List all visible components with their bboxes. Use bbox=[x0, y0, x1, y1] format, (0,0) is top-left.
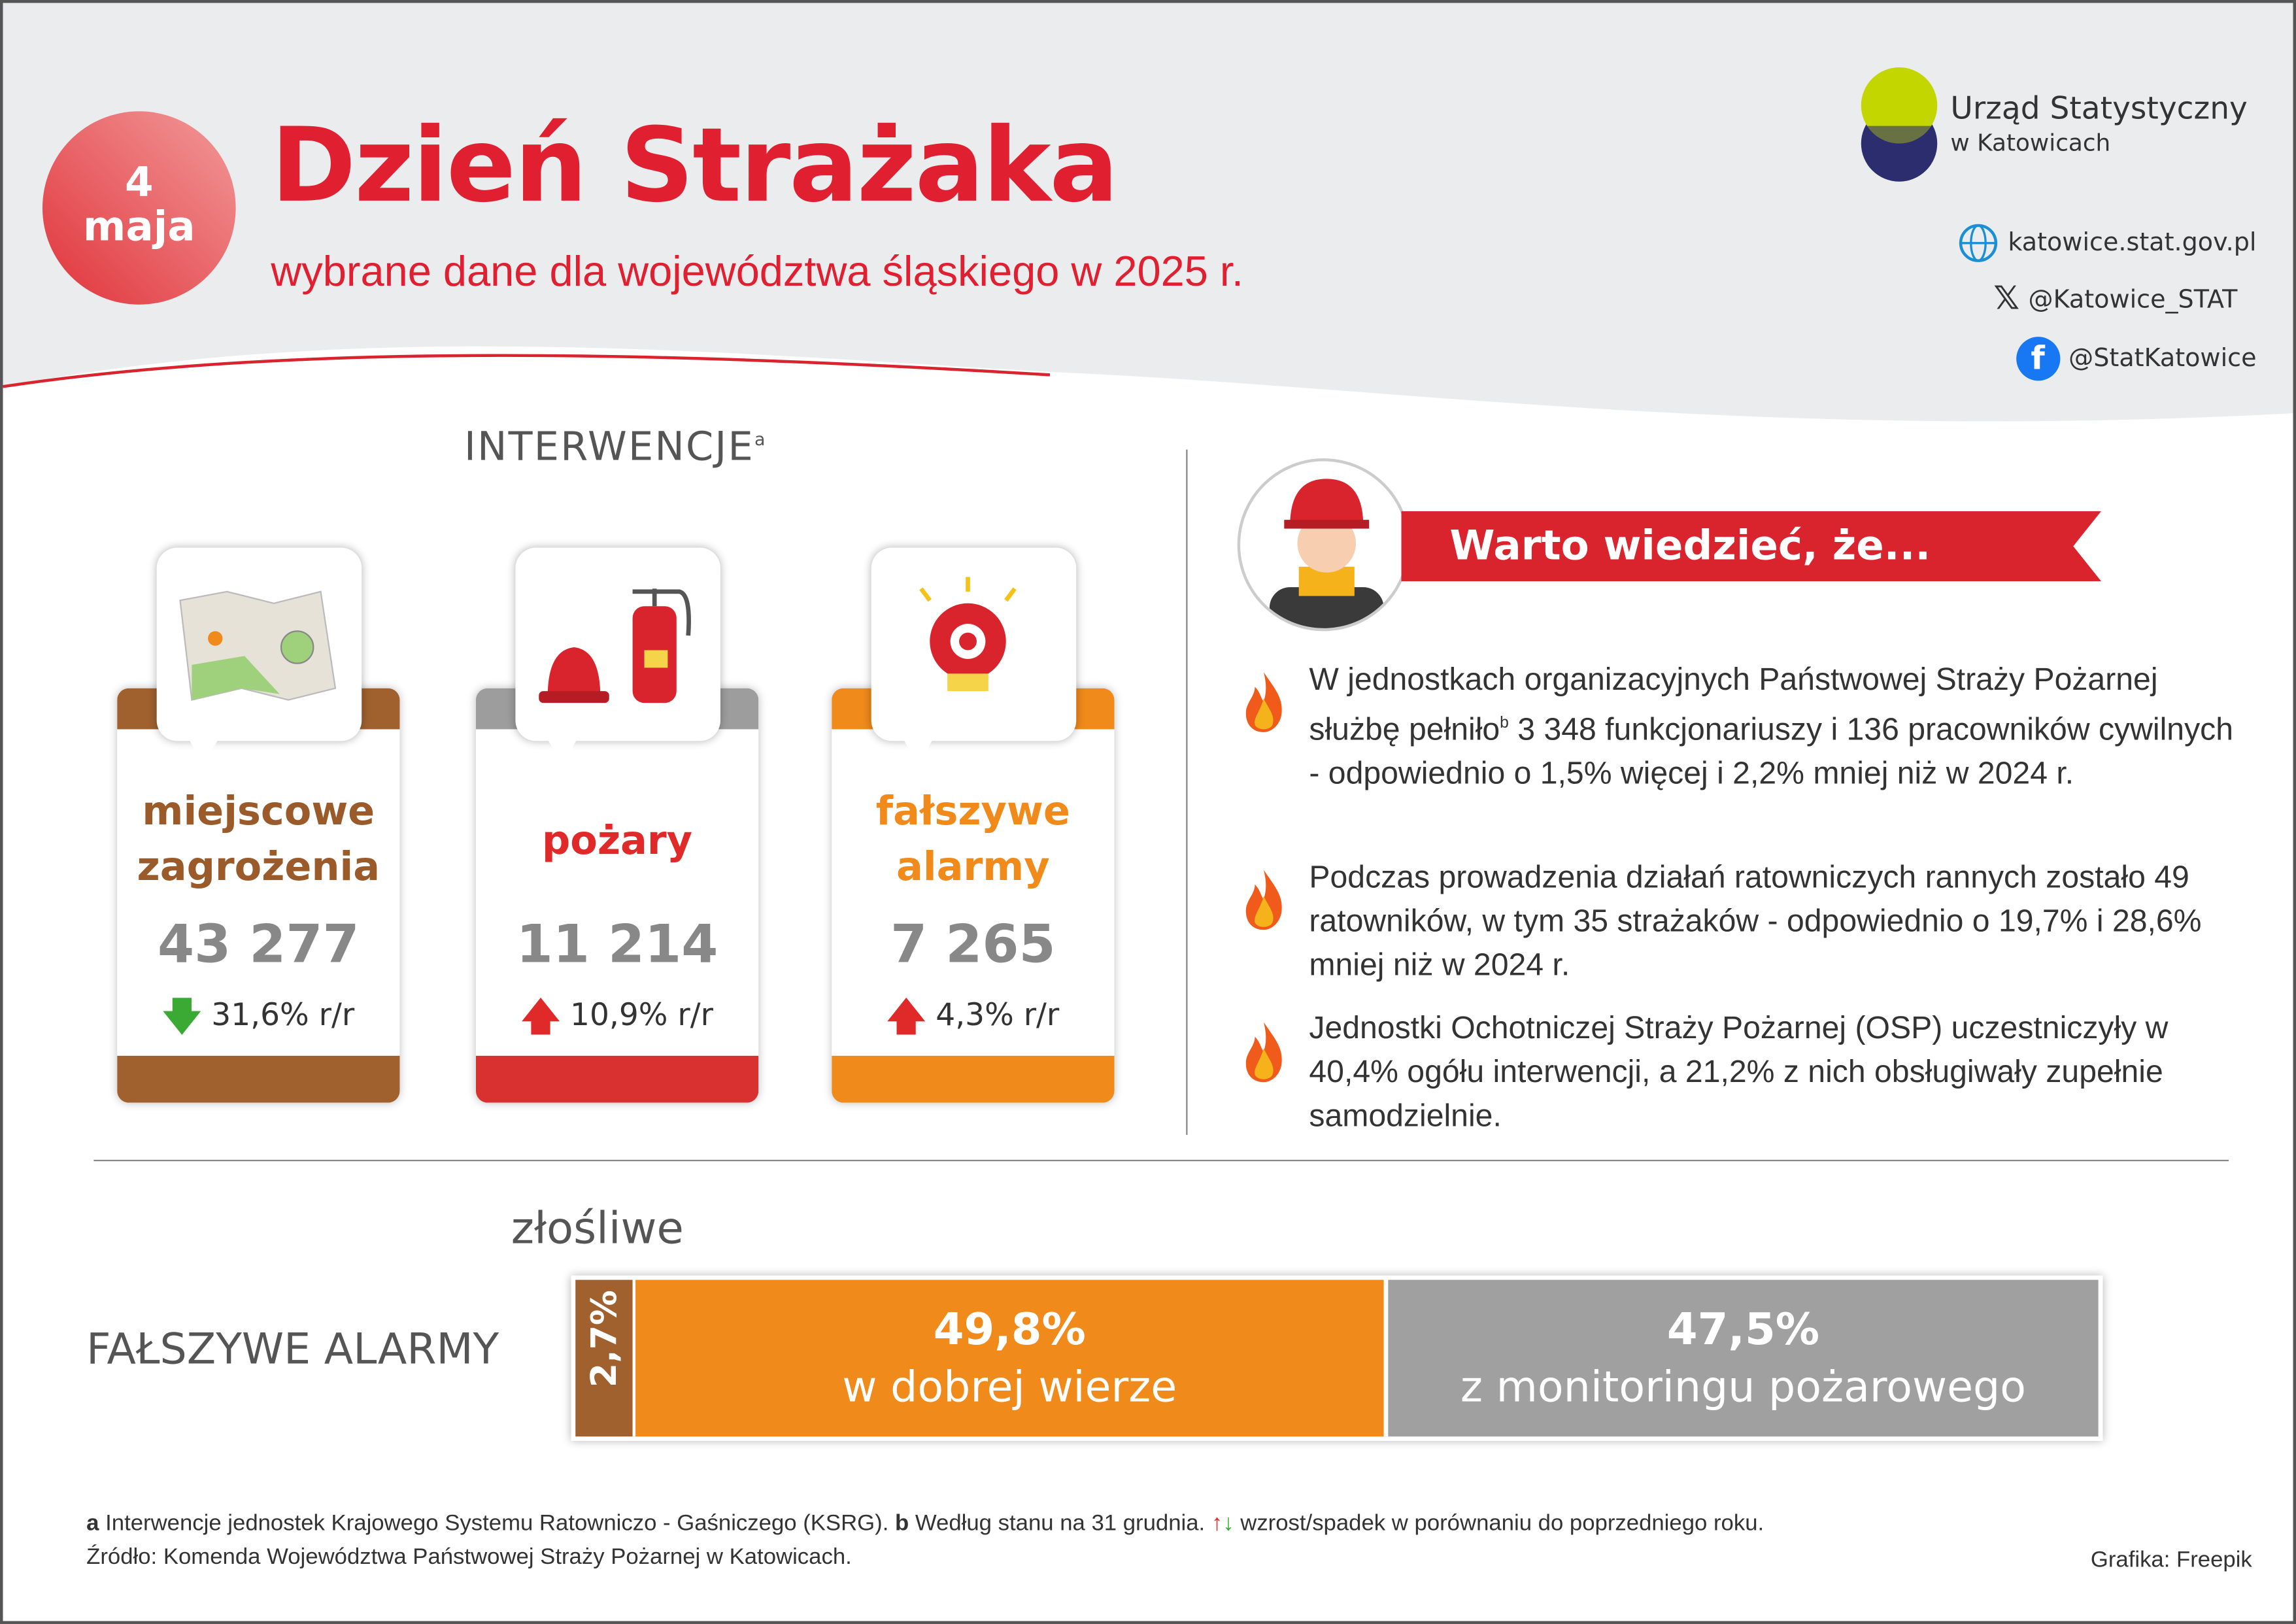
flame-icon bbox=[1245, 870, 1282, 930]
card-title: miejscowe zagrożenia bbox=[117, 785, 399, 896]
card-local-hazards: miejscowe zagrożenia 43 277 🡇 31,6% r/r bbox=[117, 688, 400, 1103]
flame-icon bbox=[1245, 1022, 1282, 1083]
fact-item: Podczas prowadzenia działań ratowniczych… bbox=[1309, 855, 2246, 987]
card-value: 7 265 bbox=[890, 915, 1056, 975]
logo-icon bbox=[1861, 67, 1938, 182]
facebook-text: @StatKatowice bbox=[2068, 344, 2257, 374]
card-false-alarms: fałszywe alarmy 7 265 🡅 4,3% r/r bbox=[832, 688, 1115, 1103]
x-text: @Katowice_STAT bbox=[2028, 284, 2238, 314]
card-bottom bbox=[117, 1055, 400, 1103]
heading-text: INTERWENCJE bbox=[464, 424, 754, 470]
segment-value: 2,7% bbox=[583, 1289, 625, 1387]
fact-item: W jednostkach organizacyjnych Państwowej… bbox=[1309, 658, 2246, 796]
fact-text: Jednostki Ochotniczej Straży Pożarnej (O… bbox=[1309, 1010, 2169, 1134]
credit: Grafika: Freepik bbox=[2090, 1548, 2252, 1573]
footnote-b: Według stanu na 31 grudnia. bbox=[909, 1511, 1206, 1536]
website-text: katowice.stat.gov.pl bbox=[2008, 228, 2257, 258]
page-title: Dzień Strażaka bbox=[271, 105, 1119, 226]
vertical-divider bbox=[1186, 449, 1188, 1135]
segment-value: 47,5% bbox=[1666, 1304, 1820, 1355]
arrow-up-icon: 🡅 bbox=[521, 996, 561, 1040]
date-day: 4 bbox=[124, 158, 154, 207]
arrow-down-icon: 🡇 bbox=[162, 996, 202, 1040]
change-text: 4,3% r/r bbox=[936, 997, 1060, 1033]
map-icon bbox=[156, 547, 362, 765]
card-value: 11 214 bbox=[516, 915, 718, 975]
malicious-label: złośliwe bbox=[511, 1204, 684, 1255]
page-subtitle: wybrane dane dla województwa śląskiego w… bbox=[271, 248, 1243, 296]
arrow-up-icon: ↑ bbox=[1211, 1511, 1223, 1536]
segment-label: z monitoringu pożarowego bbox=[1460, 1361, 2027, 1412]
card-title: pożary bbox=[476, 814, 758, 870]
logo-city: w Katowicach bbox=[1950, 129, 2111, 157]
title-line: pożary bbox=[542, 819, 693, 864]
segment-label: w dobrej wierze bbox=[842, 1361, 1177, 1412]
facts-heading: Warto wiedzieć, że... bbox=[1401, 511, 2102, 582]
card-change: 🡇 31,6% r/r bbox=[117, 990, 399, 1055]
footnote-marker: b bbox=[1500, 715, 1509, 732]
title-line: miejscowe bbox=[142, 789, 375, 835]
x-link[interactable]: 𝕏 @Katowice_STAT bbox=[1993, 281, 2237, 318]
horizontal-divider bbox=[93, 1159, 2229, 1162]
logo-name: Urząd Statystyczny bbox=[1950, 90, 2248, 126]
title-line: alarmy bbox=[896, 845, 1050, 890]
footnote-key: b bbox=[895, 1511, 909, 1536]
date-month: maja bbox=[83, 202, 195, 251]
logo-text: Urząd Statystyczny w Katowicach bbox=[1950, 91, 2247, 161]
false-alarms-bar: 2,7% 49,8% w dobrej wierze 47,5% z monitor… bbox=[571, 1275, 2103, 1441]
globe-icon bbox=[1959, 224, 1998, 262]
footnote-key: a bbox=[86, 1511, 99, 1536]
card-change: 🡅 4,3% r/r bbox=[832, 990, 1114, 1055]
card-bottom bbox=[475, 1055, 759, 1103]
x-icon: 𝕏 bbox=[1993, 281, 2020, 318]
alarm-bell-icon bbox=[871, 547, 1077, 765]
source: Źródło: Komenda Województwa Państwowej S… bbox=[86, 1544, 852, 1570]
card-fires: pożary 11 214 🡅 10,9% r/r bbox=[475, 688, 759, 1103]
facebook-icon: f bbox=[2016, 337, 2060, 381]
arrow-up-icon: 🡅 bbox=[886, 996, 926, 1040]
facebook-link[interactable]: f @StatKatowice bbox=[2016, 337, 2257, 381]
fact-text: Podczas prowadzenia działań ratowniczych… bbox=[1309, 859, 2202, 983]
card-change: 🡅 10,9% r/r bbox=[476, 990, 758, 1055]
change-text: 10,9% r/r bbox=[570, 997, 713, 1033]
segment-malicious: 2,7% bbox=[575, 1279, 633, 1437]
card-bottom bbox=[832, 1055, 1115, 1103]
footnote-a: Interwencje jednostek Krajowego Systemu … bbox=[99, 1511, 896, 1536]
title-line: zagrożenia bbox=[137, 845, 380, 890]
footnote-marker: a bbox=[754, 429, 767, 450]
fact-item: Jednostki Ochotniczej Straży Pożarnej (O… bbox=[1309, 1006, 2246, 1138]
segment-monitoring: 47,5% z monitoringu pożarowego bbox=[1383, 1279, 2099, 1437]
arrow-down-icon: ↓ bbox=[1223, 1511, 1234, 1536]
fact-text: 3 348 funkcjonariuszy i 136 pracowników … bbox=[1309, 711, 2234, 791]
date-badge: 4 maja bbox=[42, 111, 236, 305]
segment-good-faith: 49,8% w dobrej wierze bbox=[632, 1279, 1384, 1437]
legend-text: wzrost/spadek w porównaniu do poprzednie… bbox=[1240, 1511, 1764, 1536]
website-link[interactable]: katowice.stat.gov.pl bbox=[1958, 222, 2257, 263]
title-line: fałszywe bbox=[875, 789, 1070, 835]
fire-extinguisher-helmet-icon bbox=[515, 547, 720, 765]
fact-text: W jednostkach organizacyjnych Państwowej… bbox=[1309, 662, 2158, 747]
interventions-heading: INTERWENCJEa bbox=[464, 425, 767, 470]
footnotes: a Interwencje jednostek Krajowego System… bbox=[86, 1511, 1764, 1537]
card-title: fałszywe alarmy bbox=[832, 785, 1114, 896]
false-alarms-label: FAŁSZYWE ALARMY bbox=[86, 1323, 499, 1374]
card-value: 43 277 bbox=[158, 915, 360, 975]
flame-icon bbox=[1245, 672, 1282, 732]
firefighter-avatar bbox=[1237, 458, 1410, 632]
change-text: 31,6% r/r bbox=[211, 997, 355, 1033]
segment-value: 49,8% bbox=[933, 1304, 1086, 1355]
